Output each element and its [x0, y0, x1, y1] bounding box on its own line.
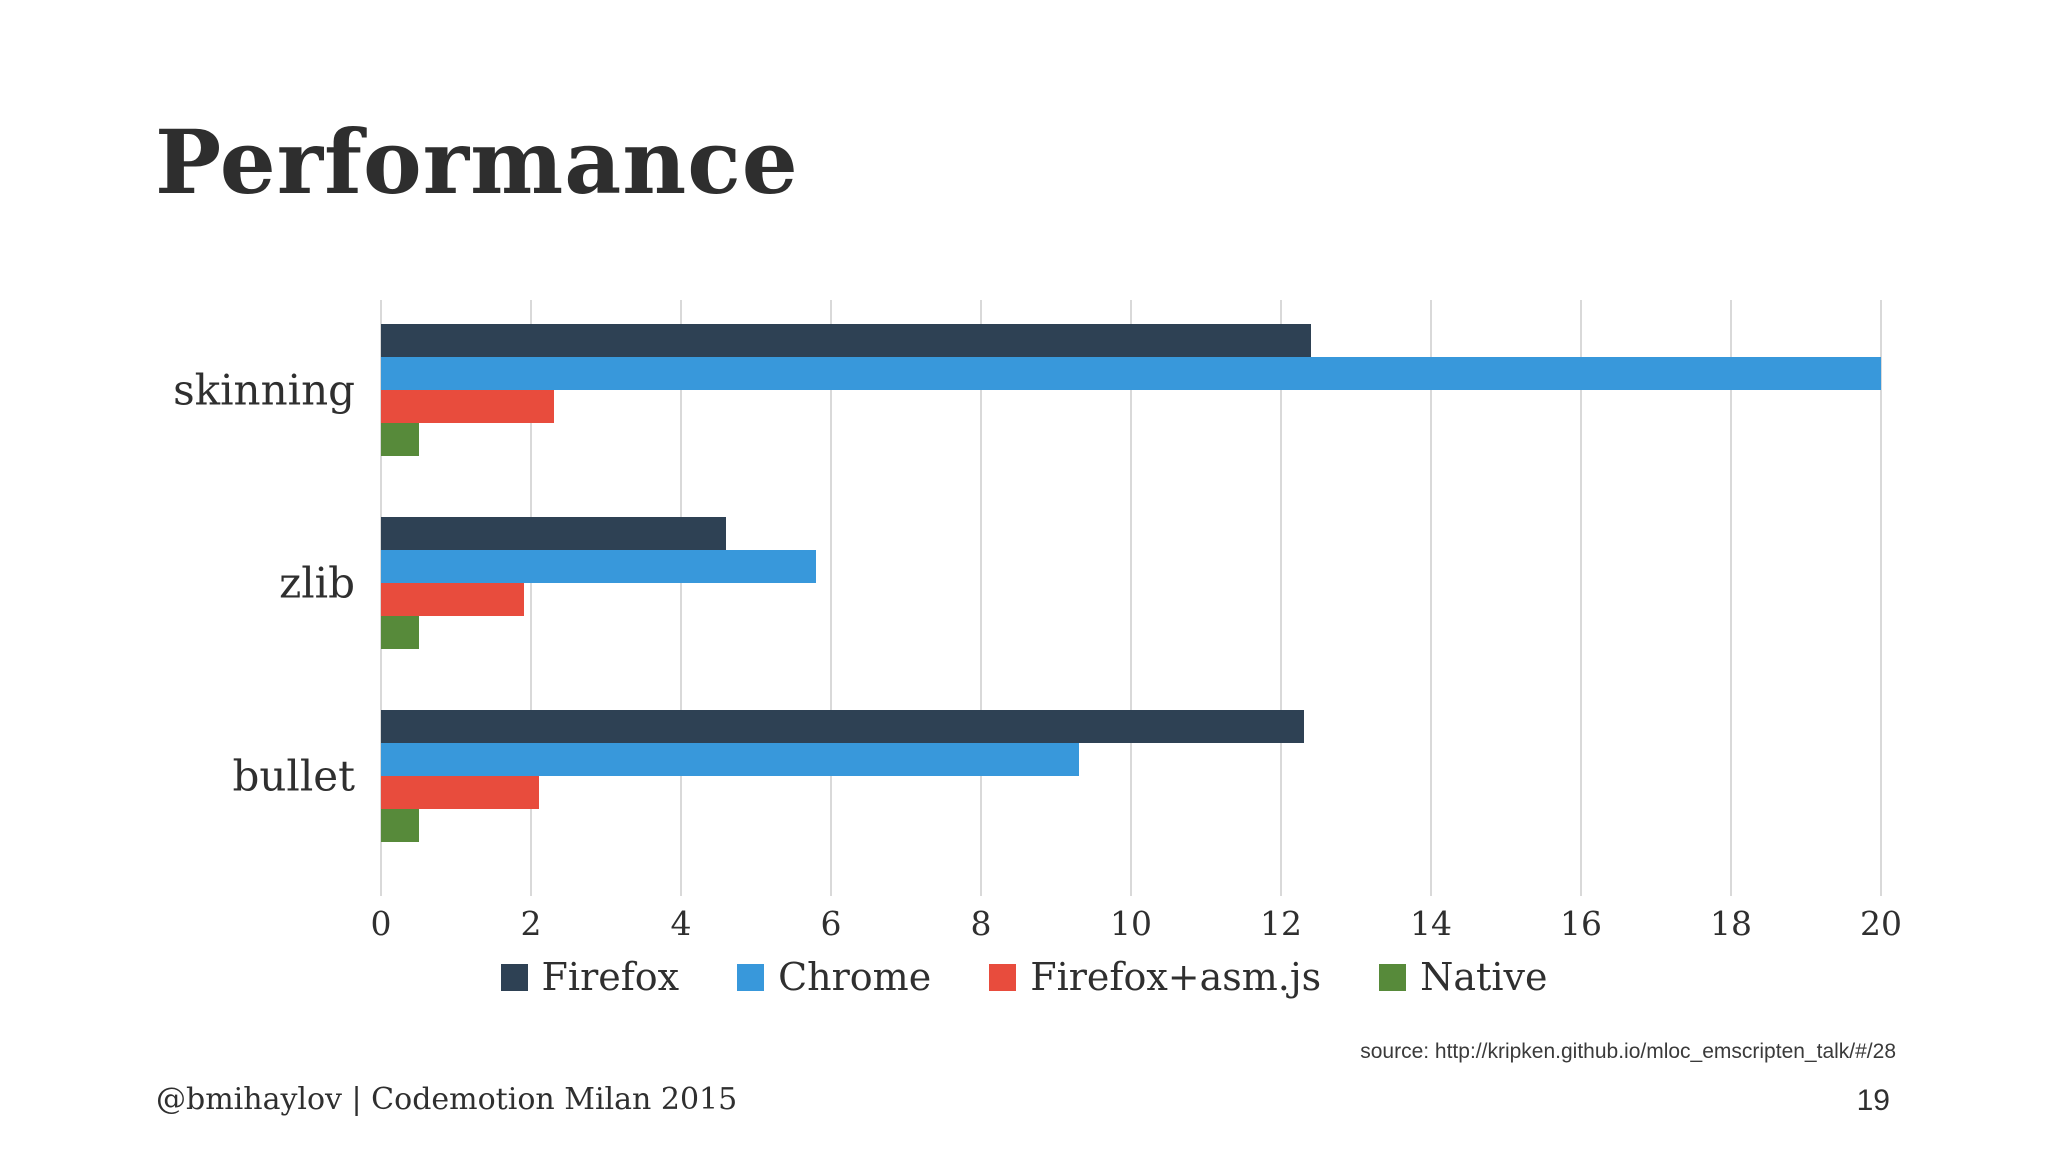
legend-label: Native [1420, 955, 1548, 999]
legend-swatch-icon [989, 963, 1017, 991]
legend-label: Firefox+asm.js [1030, 955, 1322, 999]
footer-author: @bmihaylov | Codemotion Milan 2015 [156, 1082, 738, 1117]
legend-item-native: Native [1379, 955, 1547, 999]
x-tick-label-12: 12 [1260, 904, 1302, 943]
bar-bullet-firefox [381, 710, 1304, 743]
legend-swatch-icon [1379, 963, 1407, 991]
x-tick-label-4: 4 [670, 904, 692, 943]
legend-swatch-icon [500, 963, 528, 991]
bar-skinning-firefox+asm.js [381, 390, 554, 423]
bar-skinning-firefox [381, 324, 1311, 357]
category-label-zlib: zlib [279, 558, 355, 608]
bar-skinning-native [381, 423, 419, 456]
source-note: source: http://kripken.github.io/mloc_em… [1360, 1040, 1896, 1063]
gridline-x-2 [530, 300, 532, 896]
x-tick-label-0: 0 [370, 904, 392, 943]
chart-legend: Firefox Chrome Firefox+asm.js Native [0, 955, 2048, 999]
category-label-skinning: skinning [173, 365, 355, 415]
bar-skinning-chrome [381, 357, 1881, 390]
gridline-x-18 [1730, 300, 1732, 896]
bar-zlib-firefox+asm.js [381, 583, 524, 616]
x-tick-label-6: 6 [820, 904, 842, 943]
gridline-x-6 [830, 300, 832, 896]
legend-label: Firefox [541, 955, 680, 999]
bar-bullet-firefox+asm.js [381, 776, 539, 809]
gridline-x-4 [680, 300, 682, 896]
legend-item-firefox+asm.js: Firefox+asm.js [989, 955, 1321, 999]
slide-page-number: 19 [1856, 1084, 1890, 1117]
gridline-x-10 [1130, 300, 1132, 896]
bar-bullet-native [381, 809, 419, 842]
x-tick-label-20: 20 [1860, 904, 1902, 943]
bar-bullet-chrome [381, 743, 1079, 776]
bar-zlib-firefox [381, 517, 726, 550]
bar-zlib-native [381, 616, 419, 649]
slide-title: Performance [155, 110, 799, 214]
gridline-x-12 [1280, 300, 1282, 896]
performance-bar-chart: 0 2 4 6 8 10 12 14 16 18 20 skinning zlib bullet Fir… [0, 300, 2048, 999]
gridline-x-16 [1580, 300, 1582, 896]
x-tick-label-14: 14 [1410, 904, 1452, 943]
x-tick-label-10: 10 [1110, 904, 1152, 943]
plot-area: 0 2 4 6 8 10 12 14 16 18 20 [371, 300, 1902, 943]
category-label-bullet: bullet [232, 751, 355, 801]
bar-zlib-chrome [381, 550, 816, 583]
gridline-x-8 [980, 300, 982, 896]
legend-item-firefox: Firefox [500, 955, 680, 999]
x-tick-label-18: 18 [1710, 904, 1752, 943]
x-tick-label-2: 2 [520, 904, 542, 943]
x-tick-label-16: 16 [1560, 904, 1602, 943]
x-tick-label-8: 8 [970, 904, 992, 943]
legend-item-chrome: Chrome [737, 955, 931, 999]
legend-swatch-icon [737, 963, 765, 991]
gridline-x-20 [1880, 300, 1882, 896]
legend-label: Chrome [778, 955, 932, 999]
gridline-x-14 [1430, 300, 1432, 896]
